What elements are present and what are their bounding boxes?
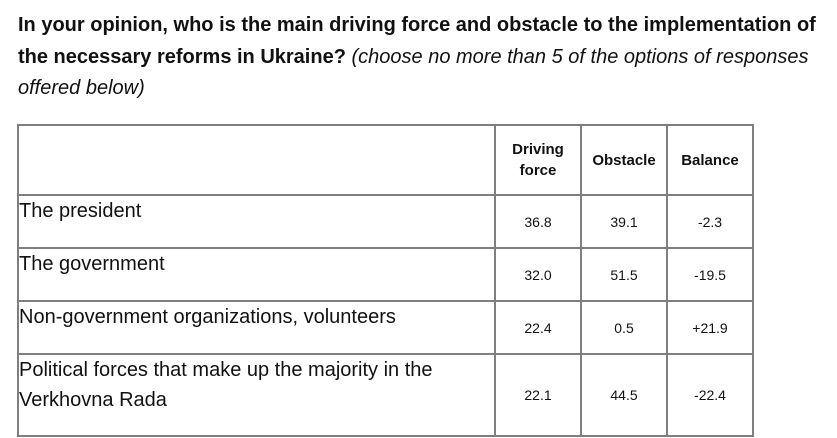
balance-value: +21.9 xyxy=(666,300,754,355)
header-balance: Balance xyxy=(666,124,754,196)
question-instruction: (choose no more than 5 of the options of… xyxy=(18,45,809,100)
header-driving-force: Driving force xyxy=(494,124,582,196)
table-row: Non-government organizations, volunteers… xyxy=(17,300,754,355)
results-table: Driving force Obstacle Balance The presi… xyxy=(17,124,754,437)
driving-force-value: 36.8 xyxy=(494,194,582,249)
header-obstacle: Obstacle xyxy=(580,124,668,196)
row-label: The government xyxy=(17,247,496,302)
driving-force-value: 22.1 xyxy=(494,353,582,437)
question-text: In your opinion, who is the main driving… xyxy=(18,14,816,68)
table-row: The government 32.0 51.5 -19.5 xyxy=(17,247,754,302)
obstacle-value: 0.5 xyxy=(580,300,668,355)
table-row: The president 36.8 39.1 -2.3 xyxy=(17,194,754,249)
header-blank xyxy=(17,124,496,196)
driving-force-value: 22.4 xyxy=(494,300,582,355)
obstacle-value: 44.5 xyxy=(580,353,668,437)
obstacle-value: 51.5 xyxy=(580,247,668,302)
table-header-row: Driving force Obstacle Balance xyxy=(17,124,754,196)
header-driving-force-label: Driving force xyxy=(512,141,564,179)
row-label: Political forces that make up the majori… xyxy=(17,353,496,437)
balance-value: -22.4 xyxy=(666,353,754,437)
obstacle-value: 39.1 xyxy=(580,194,668,249)
driving-force-value: 32.0 xyxy=(494,247,582,302)
survey-question: In your opinion, who is the main driving… xyxy=(18,10,837,105)
row-label: Non-government organizations, volunteers xyxy=(17,300,496,355)
balance-value: -19.5 xyxy=(666,247,754,302)
balance-value: -2.3 xyxy=(666,194,754,249)
row-label: The president xyxy=(17,194,496,249)
table-row: Political forces that make up the majori… xyxy=(17,353,754,437)
